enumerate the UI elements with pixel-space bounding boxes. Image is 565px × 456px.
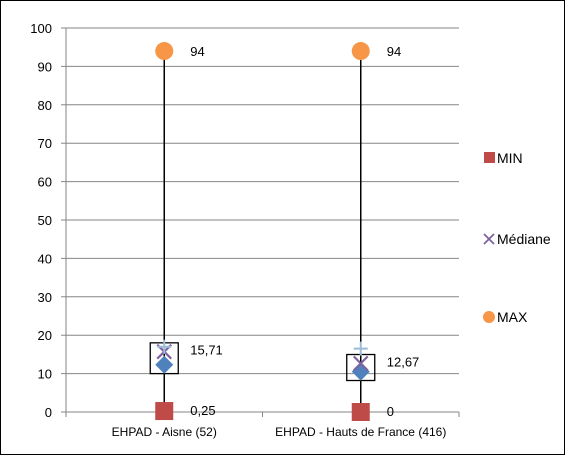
axes: 0 10 20 30 40 50 60 70 80 90 100 EHPAD - Aisne (52)…	[30, 21, 460, 439]
median-data-label: 12,67	[387, 354, 420, 369]
min-data-label: 0,25	[190, 403, 215, 418]
median-marker	[352, 355, 369, 372]
legend-min-swatch	[484, 152, 495, 163]
y-tick-label: 70	[38, 136, 52, 151]
y-tick-label: 20	[38, 328, 52, 343]
y-tick-label: 50	[38, 213, 52, 228]
legend-min-label: MIN	[497, 150, 523, 166]
y-tick-label: 90	[38, 59, 52, 74]
plus-marker	[353, 341, 368, 356]
y-tick-label: 100	[30, 21, 52, 36]
legend-max-label: MAX	[497, 309, 528, 325]
y-tick-label: 80	[38, 98, 52, 113]
y-tick-label: 10	[38, 367, 52, 382]
min-marker	[155, 402, 174, 421]
gridlines	[66, 27, 459, 375]
legend: MIN Médiane MAX	[483, 150, 551, 325]
y-tick-label: 30	[38, 290, 52, 305]
data-markers	[155, 42, 370, 421]
diamond-marker	[351, 362, 370, 381]
median-data-label: 15,71	[190, 343, 223, 358]
max-data-label: 94	[387, 44, 401, 59]
diamond-marker	[155, 355, 174, 374]
data-labels: 94 15,71 0,25 94 12,67 0	[190, 44, 419, 419]
max-marker	[351, 42, 370, 61]
legend-median-label: Médiane	[497, 231, 551, 247]
plus-marker	[157, 339, 172, 354]
y-tick-label: 60	[38, 175, 52, 190]
max-marker	[155, 42, 174, 61]
legend-median-swatch	[483, 233, 495, 245]
min-marker	[351, 403, 370, 421]
min-data-label: 0	[387, 404, 394, 419]
y-tick-label: 40	[38, 251, 52, 266]
max-data-label: 94	[190, 44, 204, 59]
x-tick-label: EHPAD - Hauts de France (416)	[275, 425, 446, 439]
y-tick-label: 0	[45, 405, 52, 420]
legend-max-swatch	[483, 311, 495, 323]
x-tick-label: EHPAD - Aisne (52)	[112, 425, 217, 439]
